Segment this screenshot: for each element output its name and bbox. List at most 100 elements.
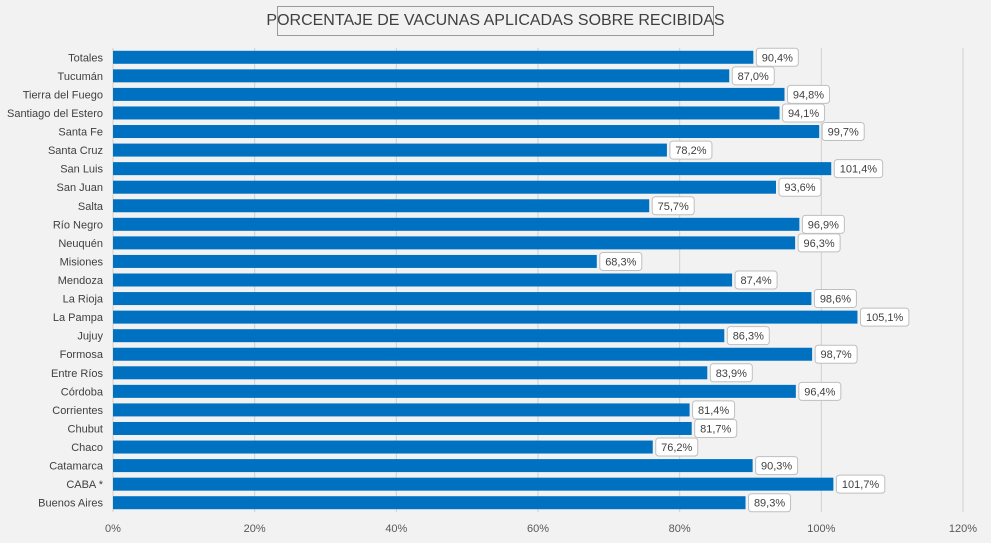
data-label-box: [599, 251, 643, 271]
category-label: Santa Fe: [58, 127, 103, 139]
category-label: Santa Cruz: [48, 145, 103, 157]
data-label: 76,2%: [661, 442, 692, 454]
data-label: 93,6%: [784, 182, 815, 194]
bar: [113, 106, 780, 120]
data-label-box: [798, 381, 842, 401]
category-label: CABA *: [66, 479, 103, 491]
bar: [113, 440, 653, 454]
data-label-box: [726, 326, 770, 346]
data-label-box: [731, 66, 775, 86]
bar: [113, 162, 832, 176]
chart-title: PORCENTAJE DE VACUNAS APLICADAS SOBRE RE…: [266, 6, 725, 36]
bar: [113, 329, 725, 343]
data-label: 68,3%: [605, 256, 636, 268]
bar: [113, 180, 776, 194]
data-label: 98,6%: [820, 294, 851, 306]
bar: [113, 199, 650, 213]
data-label-box: [755, 47, 799, 67]
x-tick-label: 20%: [244, 523, 266, 535]
data-label-box: [787, 84, 830, 104]
data-label: 94,1%: [788, 108, 819, 120]
data-label: 90,4%: [762, 52, 793, 64]
category-label: San Juan: [57, 182, 103, 194]
bar: [113, 236, 796, 250]
bar: [113, 403, 690, 417]
category-label: La Rioja: [63, 294, 104, 306]
category-label: Córdoba: [61, 386, 104, 398]
data-label-box: [748, 493, 792, 513]
data-label-box: [755, 456, 799, 476]
data-label-box: [813, 289, 857, 309]
data-label-box: [694, 418, 738, 438]
data-label: 87,0%: [738, 71, 769, 83]
data-label: 96,3%: [804, 238, 835, 250]
category-label: Formosa: [60, 349, 104, 361]
data-label-box: [655, 437, 699, 457]
bar: [113, 459, 753, 473]
bar: [113, 143, 667, 157]
data-label: 89,3%: [754, 498, 785, 510]
data-label: 87,4%: [740, 275, 771, 287]
category-label: Misiones: [60, 256, 104, 268]
x-tick-label: 0%: [105, 523, 121, 535]
data-label: 90,3%: [761, 461, 792, 473]
category-label: Salta: [78, 201, 104, 213]
data-label-box: [814, 344, 858, 364]
category-label: Buenos Aires: [38, 498, 103, 510]
x-tick-label: 60%: [527, 523, 549, 535]
data-label: 101,4%: [840, 164, 878, 176]
category-label: Río Negro: [53, 219, 103, 231]
category-label: Corrientes: [52, 405, 103, 417]
data-label: 96,4%: [804, 386, 835, 398]
data-label: 83,9%: [716, 368, 747, 380]
category-label: Totales: [68, 52, 103, 64]
category-label: Catamarca: [49, 461, 104, 473]
bar: [113, 384, 796, 398]
data-label-box: [835, 474, 886, 494]
bar: [113, 347, 813, 361]
x-tick-label: 80%: [669, 523, 691, 535]
data-label-box: [669, 140, 713, 160]
data-label: 81,4%: [698, 405, 729, 417]
category-label: San Luis: [60, 164, 103, 176]
x-tick-label: 120%: [949, 523, 977, 535]
bar: [113, 217, 800, 231]
bar: [113, 69, 730, 83]
data-label-box: [709, 363, 753, 383]
data-label-box: [778, 177, 822, 197]
category-label: Mendoza: [58, 275, 104, 287]
category-label: Tierra del Fuego: [23, 89, 103, 101]
data-label-box: [833, 159, 884, 179]
data-label: 105,1%: [866, 312, 904, 324]
data-label-box: [692, 400, 736, 420]
data-label: 98,7%: [821, 349, 852, 361]
data-label-box: [859, 307, 910, 327]
data-label: 75,7%: [658, 201, 689, 213]
data-label-box: [821, 122, 865, 142]
data-label-box: [801, 214, 845, 234]
bar: [113, 421, 692, 435]
category-label: Jujuy: [77, 331, 103, 343]
bar: [113, 254, 597, 268]
category-label: Tucumán: [58, 71, 103, 83]
x-tick-label: 100%: [807, 523, 835, 535]
category-label: Chaco: [71, 442, 103, 454]
category-label: Neuquén: [58, 238, 103, 250]
bar: [113, 292, 812, 306]
bar: [113, 125, 820, 139]
category-label: Chubut: [68, 423, 103, 435]
bar: [113, 50, 754, 64]
data-label-box: [782, 103, 826, 123]
data-label: 78,2%: [675, 145, 706, 157]
data-label: 81,7%: [700, 423, 731, 435]
bar: [113, 477, 834, 491]
category-label: La Pampa: [53, 312, 104, 324]
data-label: 86,3%: [733, 331, 764, 343]
data-label-box: [734, 270, 778, 290]
category-label: Entre Ríos: [51, 368, 103, 380]
category-label: Santiago del Estero: [7, 108, 103, 120]
data-label: 99,7%: [828, 127, 859, 139]
x-tick-label: 40%: [385, 523, 407, 535]
